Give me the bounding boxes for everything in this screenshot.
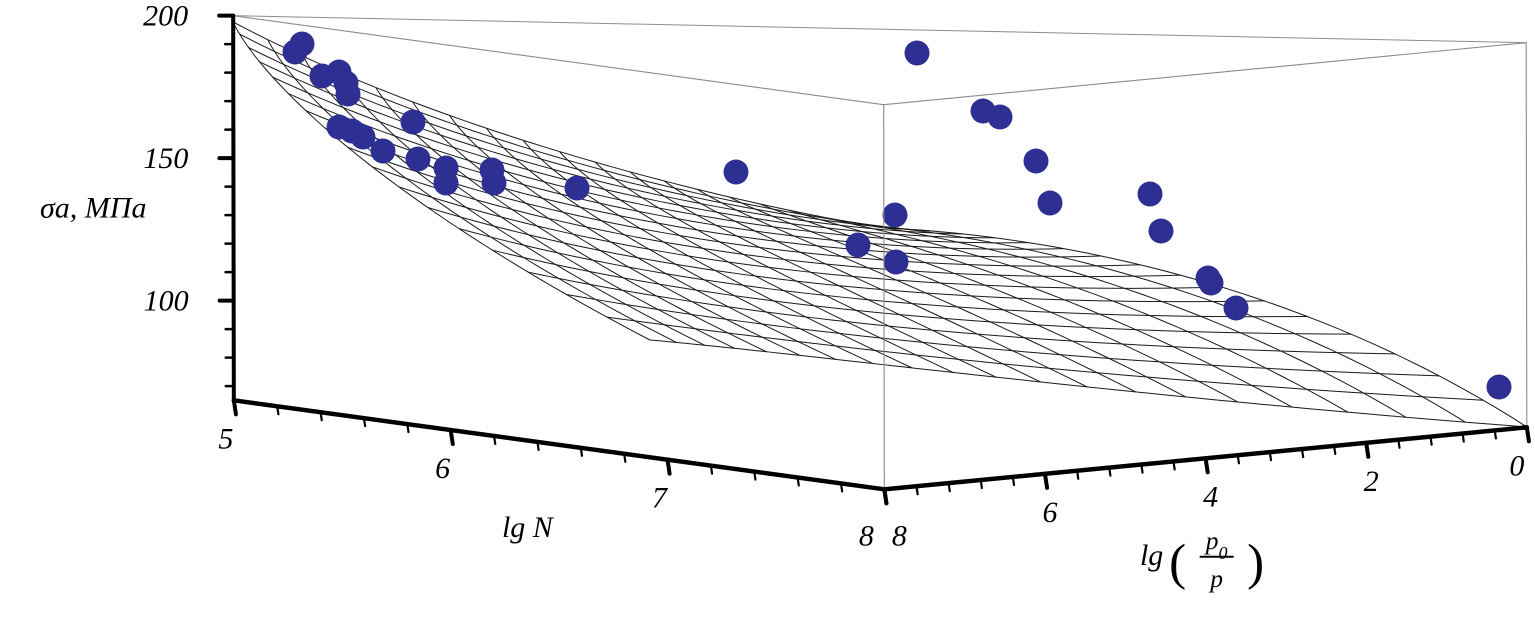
svg-text:5: 5: [218, 422, 233, 455]
svg-text:6: 6: [1042, 496, 1057, 529]
svg-text:8: 8: [892, 519, 907, 552]
svg-text:200: 200: [143, 0, 188, 33]
svg-text:150: 150: [143, 142, 188, 175]
svg-text:(: (: [1169, 535, 1186, 591]
svg-text:lg N: lg N: [502, 511, 555, 544]
svg-text:6: 6: [435, 452, 450, 485]
svg-text:2: 2: [1364, 465, 1379, 498]
svg-text:σa, МПа: σa, МПа: [40, 191, 146, 224]
svg-text:4: 4: [1203, 480, 1218, 513]
svg-text:7: 7: [652, 482, 669, 515]
svg-text:0: 0: [1509, 449, 1524, 482]
svg-text:lg: lg: [1140, 539, 1163, 572]
svg-text:): ): [1247, 535, 1264, 591]
svg-text:100: 100: [144, 285, 189, 318]
svg-text:p: p: [1208, 564, 1223, 593]
svg-text:8: 8: [859, 519, 874, 552]
